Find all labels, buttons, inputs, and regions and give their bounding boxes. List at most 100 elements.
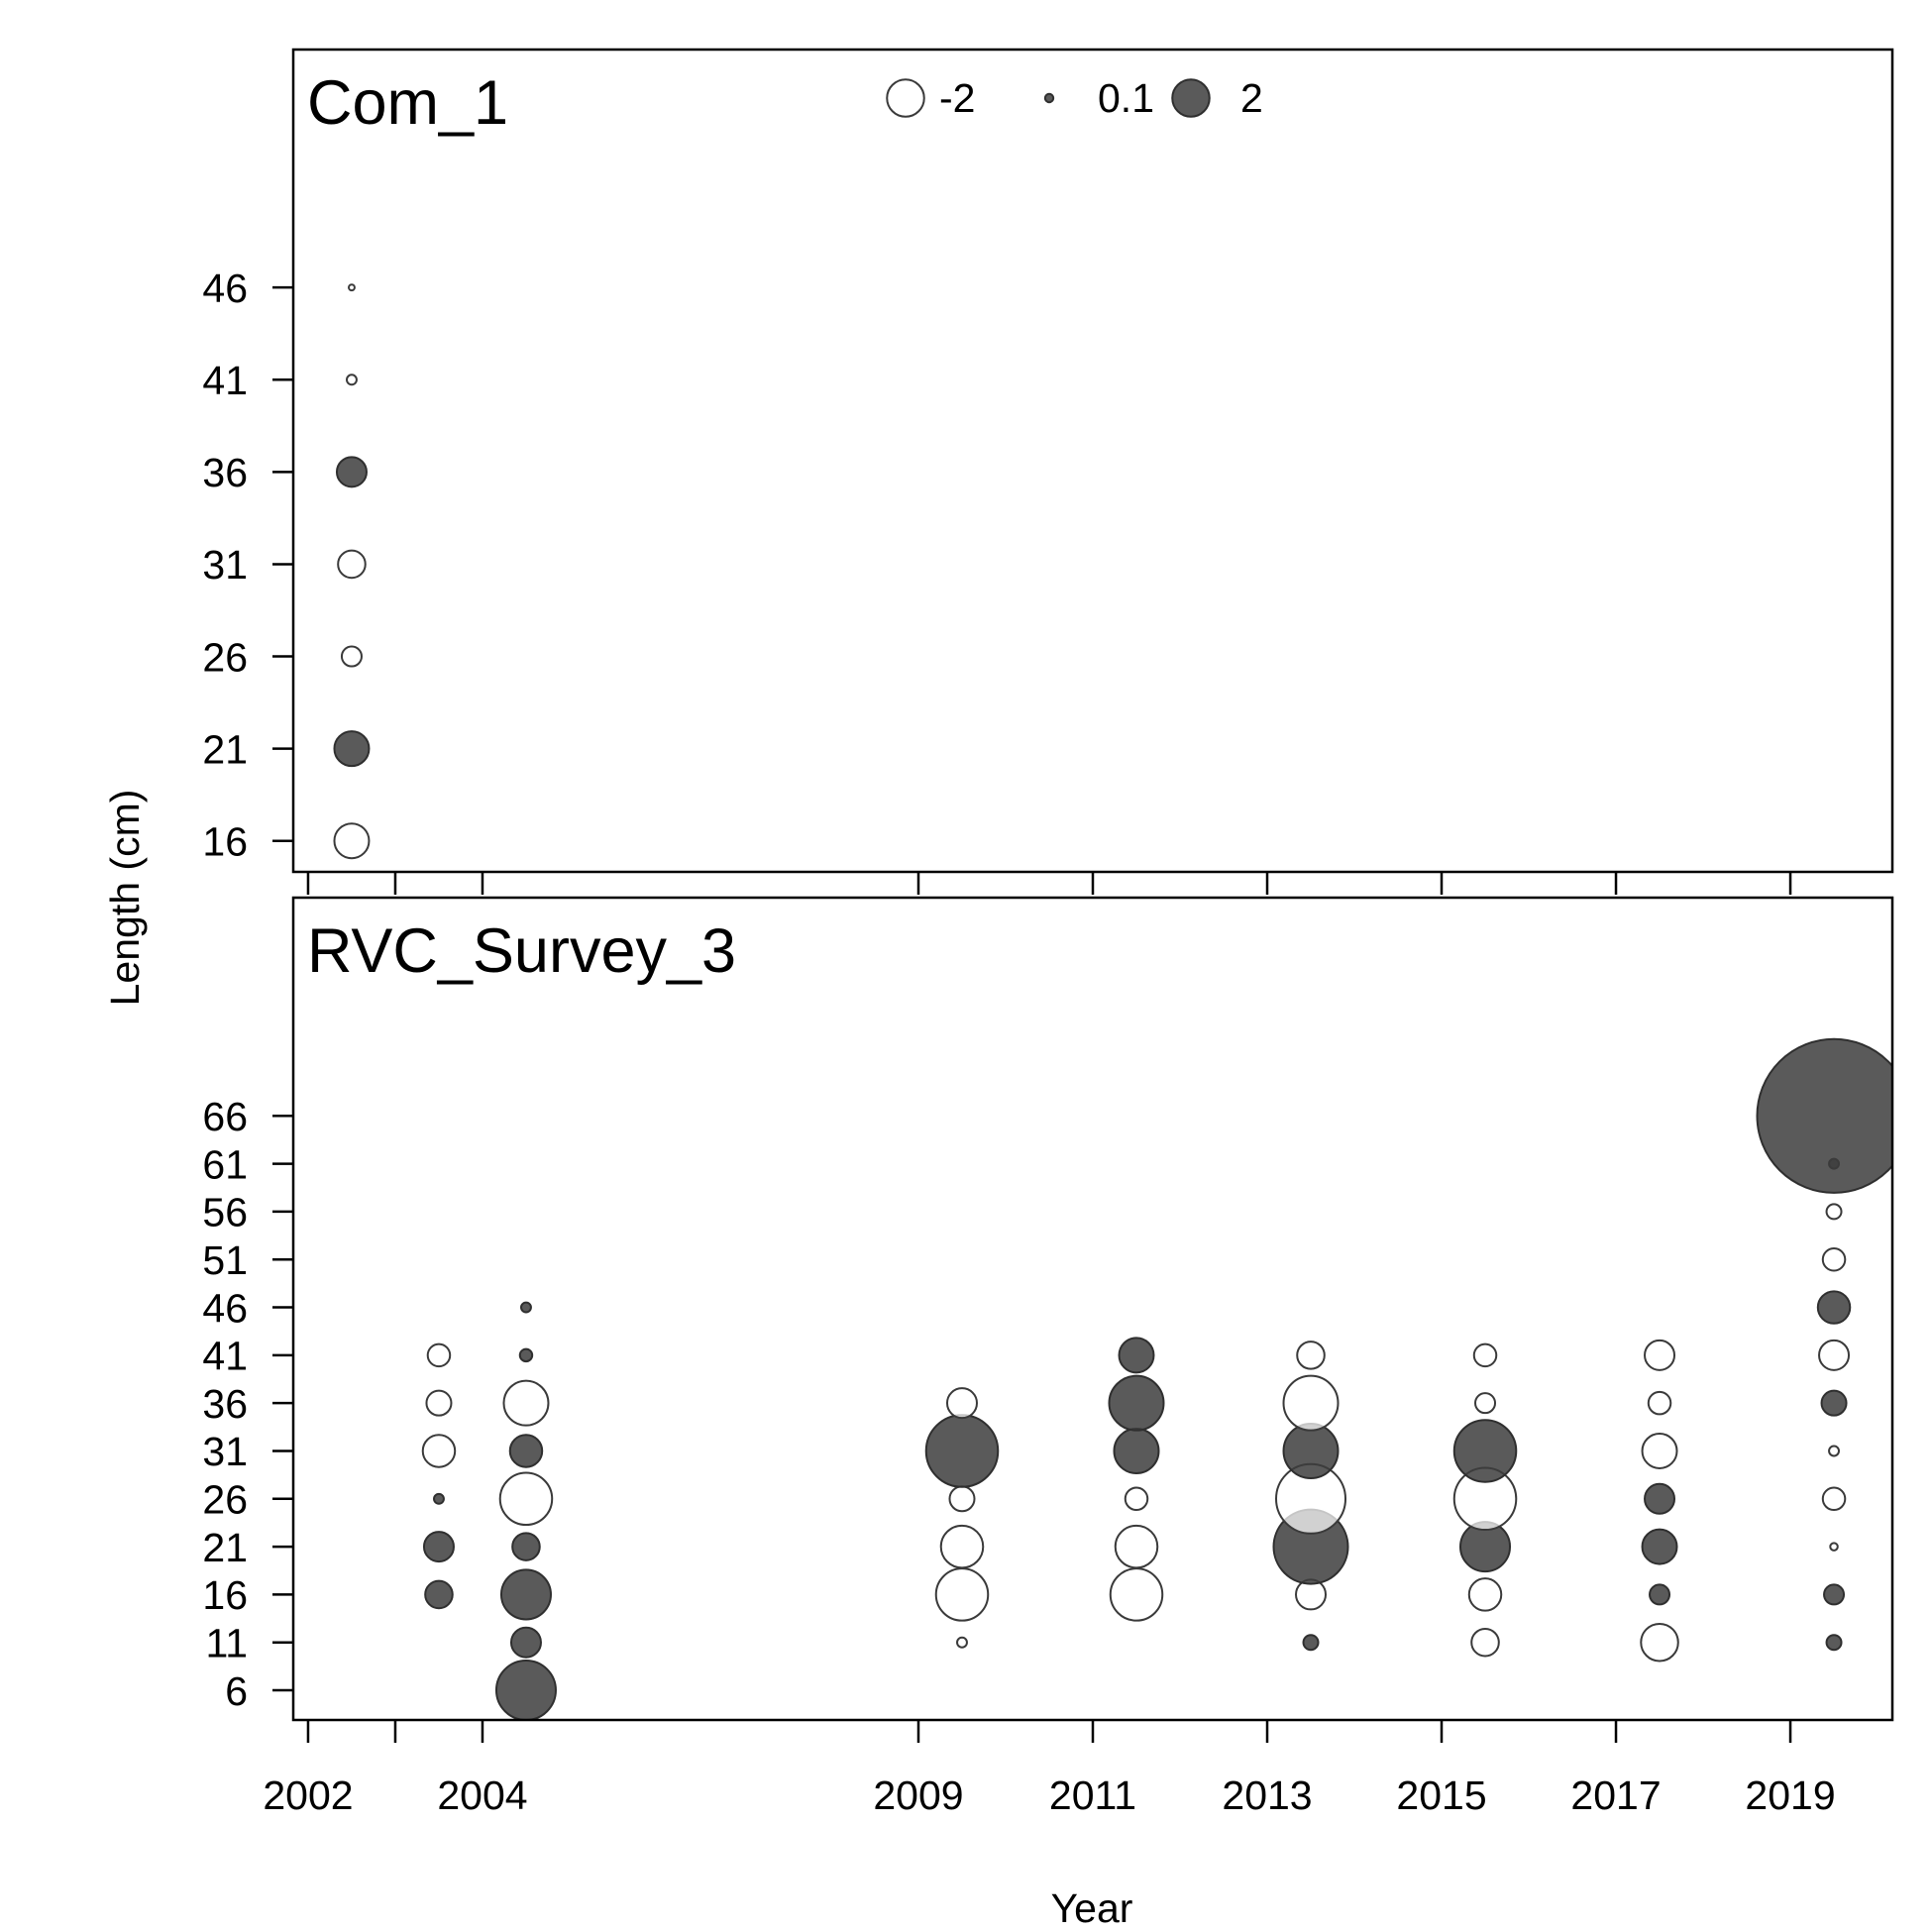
- y-tick-label: 61: [202, 1141, 248, 1187]
- x-tick-label: 2004: [437, 1772, 527, 1818]
- rvc-survey-3-bubble: [1641, 1432, 1678, 1469]
- rvc-survey-3-bubble: [509, 1626, 542, 1659]
- rvc-survey-3-bubble: [426, 1342, 452, 1368]
- y-tick-label: 66: [202, 1094, 248, 1139]
- rvc-survey-3-bubble: [1641, 1528, 1678, 1565]
- rvc-survey-3-bubble: [1820, 1389, 1848, 1417]
- rvc-survey-3-bubble: [924, 1414, 1000, 1488]
- com-1-bubble: [335, 456, 368, 488]
- y-tick-label: 21: [202, 726, 248, 772]
- rvc-survey-3-bubble: [1124, 1486, 1149, 1512]
- rvc-survey-3-bubble: [1649, 1583, 1671, 1606]
- com-1-bubble: [340, 645, 363, 668]
- rvc-survey-3-bubble: [1302, 1634, 1320, 1652]
- legend-bubble: [1043, 92, 1055, 104]
- rvc-survey-3-bubble: [1825, 1634, 1843, 1652]
- com-1-bubble: [333, 730, 371, 768]
- rvc-survey-3-bubble: [1644, 1482, 1676, 1515]
- panel-com-1: 16 21 26 31 36 41 46 Com_1: [202, 48, 1894, 895]
- com-1-x-axis: [306, 872, 1792, 895]
- rvc-survey-3-bubbles: [421, 1037, 1892, 1720]
- legend-bubble: [1171, 78, 1211, 118]
- y-tick-label: 36: [202, 1381, 248, 1427]
- rvc-survey-3-bubble: [948, 1485, 976, 1513]
- x-tick-label: 2015: [1396, 1772, 1486, 1818]
- y-tick-label: 26: [202, 634, 248, 680]
- rvc-survey-3-bubble: [1114, 1524, 1159, 1569]
- rvc-survey-3-bubble: [1109, 1567, 1164, 1622]
- rvc-survey-3-bubble: [1823, 1583, 1846, 1606]
- y-tick-label: 6: [225, 1668, 248, 1714]
- rvc-survey-3-bubble: [1113, 1427, 1160, 1474]
- y-tick-label: 16: [202, 1572, 248, 1618]
- y-tick-label: 36: [202, 450, 248, 495]
- com-1-plot-frame: [291, 48, 1894, 874]
- rvc-survey-3-bubble: [1816, 1290, 1852, 1325]
- rvc-survey-3-bubble: [425, 1389, 453, 1417]
- rvc-survey-3-bubble: [934, 1567, 990, 1622]
- rvc-survey-3-bubble: [1825, 1203, 1843, 1221]
- rvc-survey-3-bubble: [1640, 1622, 1679, 1663]
- com-1-bubble: [347, 283, 356, 292]
- rvc-survey-3-x-axis: 2002 2004 2009 2011 2013 2015 2017 2019: [263, 1720, 1836, 1818]
- y-tick-label: 46: [202, 1285, 248, 1331]
- com-1-bubble: [333, 822, 371, 860]
- y-tick-label: 31: [202, 1429, 248, 1474]
- legend-label: 2: [1240, 75, 1263, 121]
- rvc-survey-3-bubble: [1282, 1374, 1340, 1432]
- y-tick-label: 26: [202, 1477, 248, 1523]
- rvc-survey-3-panel-title: RVC_Survey_3: [307, 916, 736, 986]
- legend: -2 0.1 2: [886, 75, 1263, 121]
- rvc-survey-3-bubble: [508, 1434, 544, 1468]
- x-tick-label: 2002: [263, 1772, 353, 1818]
- y-tick-label: 56: [202, 1190, 248, 1235]
- rvc-survey-3-bubble: [1118, 1337, 1155, 1374]
- rvc-survey-3-bubble: [1818, 1339, 1851, 1371]
- rvc-survey-3-bubble: [1296, 1341, 1326, 1370]
- x-axis-title: Year: [1051, 1885, 1133, 1931]
- rvc-survey-3-bubble: [1821, 1486, 1847, 1512]
- y-tick-label: 21: [202, 1525, 248, 1570]
- y-tick-label: 41: [202, 358, 248, 403]
- y-tick-label: 41: [202, 1334, 248, 1379]
- rvc-survey-3-bubble: [1467, 1577, 1503, 1612]
- rvc-survey-3-bubble: [956, 1636, 968, 1649]
- x-tick-label: 2011: [1049, 1772, 1136, 1818]
- rvc-survey-3-bubble: [433, 1492, 445, 1505]
- com-1-bubble: [346, 374, 358, 386]
- rvc-survey-3-bubble: [499, 1568, 552, 1621]
- rvc-survey-3-bubble: [1474, 1392, 1497, 1415]
- rvc-survey-3-bubble: [424, 1579, 454, 1610]
- rvc-survey-3-bubble: [939, 1524, 985, 1569]
- rvc-survey-3-bubble: [1472, 1342, 1498, 1368]
- legend-bubble: [886, 78, 925, 118]
- rvc-survey-3-bubble: [945, 1387, 978, 1420]
- rvc-survey-3-bubble: [511, 1532, 541, 1561]
- rvc-survey-3-bubble: [1821, 1246, 1847, 1272]
- rvc-survey-3-bubble: [520, 1301, 532, 1314]
- x-tick-label: 2019: [1745, 1772, 1835, 1818]
- y-tick-label: 31: [202, 542, 248, 588]
- legend-label: -2: [939, 75, 975, 121]
- y-tick-label: 51: [202, 1237, 248, 1283]
- com-1-bubbles: [333, 283, 371, 860]
- x-tick-label: 2013: [1222, 1772, 1312, 1818]
- rvc-survey-3-bubble: [1470, 1627, 1500, 1658]
- rvc-survey-3-bubble: [1452, 1419, 1518, 1483]
- y-axis-title: Length (cm): [102, 790, 148, 1007]
- rvc-survey-3-bubble: [494, 1660, 557, 1720]
- y-tick-label: 16: [202, 818, 248, 864]
- com-1-bubble: [337, 549, 367, 580]
- rvc-survey-3-bubble: [1829, 1542, 1839, 1552]
- rvc-survey-3-bubble: [1108, 1374, 1165, 1432]
- rvc-survey-3-bubble: [518, 1347, 534, 1363]
- rvc-survey-3-bubble: [1647, 1390, 1672, 1416]
- rvc-survey-3-bubble: [498, 1471, 554, 1527]
- com-1-panel-title: Com_1: [307, 68, 508, 138]
- rvc-survey-3-bubble: [1828, 1445, 1840, 1457]
- y-tick-label: 46: [202, 266, 248, 311]
- y-tick-label: 11: [205, 1620, 248, 1665]
